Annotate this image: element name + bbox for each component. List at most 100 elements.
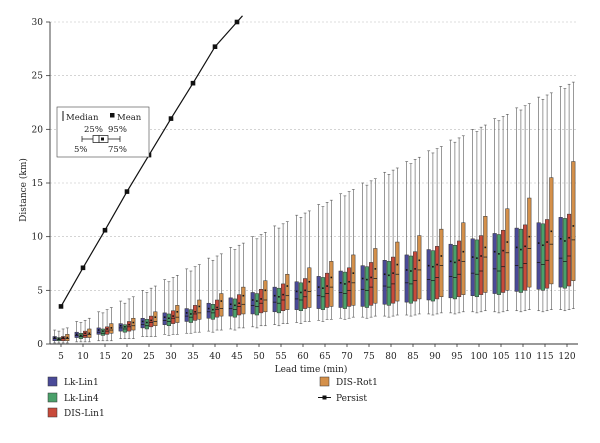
box-iqr [373, 248, 378, 304]
box-iqr [149, 315, 154, 328]
box-dis-lin1 [479, 126, 484, 313]
box-dis-lin1 [369, 180, 374, 318]
box-dis-lin1 [567, 83, 572, 310]
box-dis-lin1 [281, 223, 286, 324]
x-tick-label: 105 [492, 352, 509, 362]
box-iqr [558, 217, 563, 288]
box-dis-rot1 [549, 92, 554, 310]
mean-marker [194, 311, 196, 313]
box-lk-lin1 [470, 129, 475, 313]
mean-marker [207, 307, 210, 310]
box-lk-lin4 [496, 120, 501, 314]
box-iqr [483, 216, 488, 293]
mean-marker [454, 261, 456, 264]
mean-marker [370, 276, 372, 279]
box-dis-lin1 [215, 255, 220, 331]
box-iqr [144, 319, 149, 330]
y-axis-title: Distance (km) [18, 158, 29, 222]
mean-marker [150, 319, 152, 322]
mean-marker [564, 240, 566, 242]
mean-marker [238, 302, 240, 305]
x-axis-title: Lead time (min) [275, 364, 348, 375]
box-dis-lin1 [237, 244, 242, 329]
mean-marker [498, 253, 500, 255]
x-tick-label: 80 [385, 352, 397, 362]
mean-marker [80, 334, 82, 337]
inset-key: Median Mean 25% 95% 5% 75% [56, 106, 150, 158]
y-tick-label: 25 [32, 72, 44, 82]
box-lk-lin4 [254, 238, 259, 329]
box-dis-lin1 [149, 287, 154, 337]
box-iqr [307, 267, 312, 308]
x-tick-label: 50 [253, 352, 265, 362]
box-dis-rot1 [527, 103, 532, 310]
x-tick-label: 10 [77, 352, 89, 362]
mean-marker [260, 298, 262, 300]
mean-marker [339, 282, 342, 284]
mean-marker [462, 250, 465, 253]
box-iqr [527, 197, 532, 288]
persist-point [212, 44, 218, 49]
box-iqr [360, 265, 365, 307]
mean-marker [546, 241, 548, 243]
box-lk-lin1 [184, 268, 189, 334]
mean-marker [229, 303, 232, 306]
box-lk-lin1 [96, 311, 101, 342]
box-iqr [241, 286, 246, 315]
box-dis-rot1 [373, 178, 378, 317]
box-iqr [404, 254, 409, 303]
box-dis-lin1 [391, 169, 396, 317]
mean-marker [53, 336, 56, 339]
box-lk-lin4 [232, 249, 237, 331]
box-lk-lin1 [228, 247, 233, 330]
box-dis-lin1 [435, 148, 440, 315]
box-iqr [303, 278, 308, 309]
x-tick-label: 120 [558, 352, 575, 362]
box-series [52, 81, 576, 344]
box-dis-lin1 [83, 320, 88, 343]
box-iqr [153, 311, 158, 327]
box-lk-lin1 [404, 161, 409, 316]
box-lk-lin1 [118, 300, 123, 339]
mean-marker [278, 295, 280, 298]
box-lk-lin4 [408, 163, 413, 317]
box-iqr [131, 317, 136, 331]
legend-label: Lk-Lin1 [64, 378, 99, 388]
mean-marker [168, 317, 170, 320]
box-lk-lin1 [294, 214, 299, 323]
box-iqr [492, 233, 497, 294]
box-lk-lin4 [210, 259, 215, 333]
box-dis-rot1 [571, 81, 576, 309]
x-tick-label: 75 [363, 352, 375, 362]
mean-marker [132, 321, 135, 324]
box-dis-rot1 [461, 135, 466, 313]
mean-marker [559, 238, 562, 240]
box-lk-lin1 [514, 107, 519, 312]
axes: 0 5 10 15 20 25 30 5 10 15 20 25 30 35 40 45 50 55 60 65 70 7… [32, 18, 578, 362]
box-lk-lin1 [558, 86, 563, 310]
inset-median-label: Median [66, 113, 99, 123]
mean-marker [427, 264, 430, 267]
box-lk-lin4 [100, 312, 105, 342]
box-dis-rot1 [87, 317, 92, 343]
box-lk-lin4 [276, 227, 281, 327]
mean-marker [524, 245, 526, 248]
box-iqr [461, 222, 466, 295]
box-iqr [545, 219, 550, 289]
box-iqr [567, 213, 572, 287]
mean-marker [220, 300, 223, 302]
box-iqr [386, 261, 391, 306]
mean-marker [308, 280, 311, 283]
box-iqr [83, 330, 88, 338]
box-lk-lin4 [452, 141, 457, 315]
mean-marker [102, 330, 104, 332]
box-lk-lin1 [382, 171, 387, 317]
mean-marker [172, 315, 174, 317]
mean-marker [392, 272, 394, 274]
legend-item-dis-rot1: DIS-Rot1 [319, 376, 378, 388]
mean-marker [62, 336, 64, 339]
mean-marker [58, 337, 60, 340]
x-tick-label: 65 [319, 352, 331, 362]
box-dis-rot1 [329, 199, 334, 320]
mean-marker [388, 274, 390, 277]
